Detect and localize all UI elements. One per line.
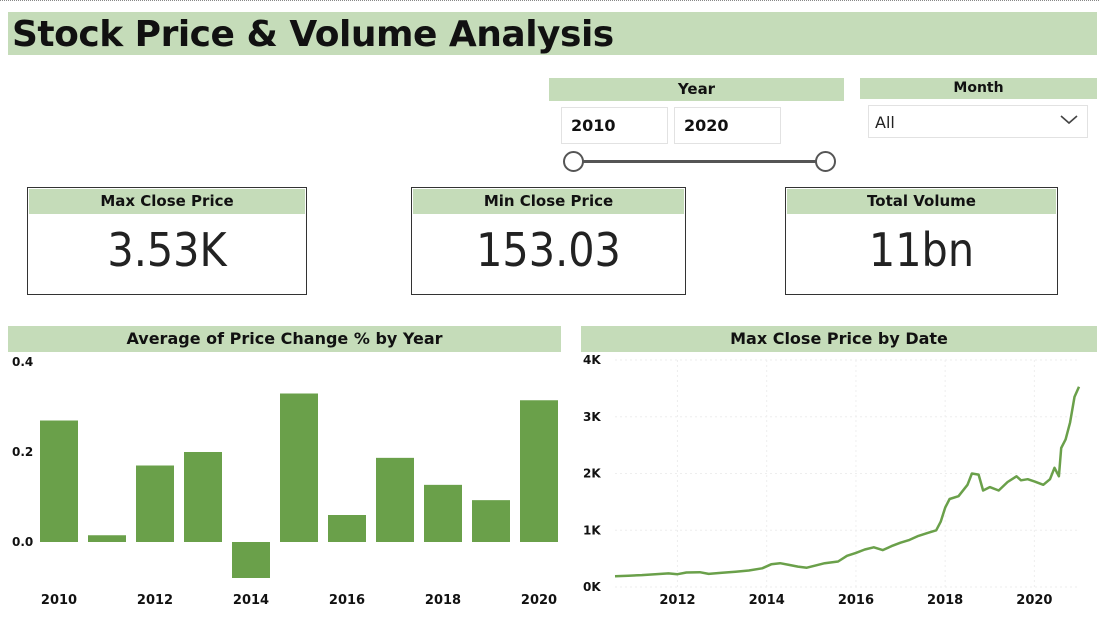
- kpi-card-total-volume: Total Volume 11bn: [785, 187, 1058, 295]
- bar: [328, 515, 366, 542]
- month-dropdown[interactable]: All: [868, 105, 1088, 138]
- y-tick-label: 4K: [583, 353, 601, 367]
- x-tick-label: 2016: [329, 593, 365, 608]
- bar: [88, 535, 126, 542]
- year-filter-label: Year: [549, 78, 844, 101]
- line-chart-title: Max Close Price by Date: [581, 326, 1097, 352]
- kpi-value: 153.03: [476, 223, 621, 277]
- chevron-down-icon[interactable]: [1059, 110, 1079, 130]
- bar: [376, 457, 414, 542]
- year-start-input[interactable]: 2010: [561, 107, 668, 144]
- kpi-label: Min Close Price: [413, 189, 684, 214]
- x-tick-label: 2012: [659, 593, 695, 608]
- x-tick-label: 2016: [838, 593, 874, 608]
- bar: [472, 500, 510, 542]
- x-tick-label: 2014: [233, 593, 269, 608]
- y-tick-label: 3K: [583, 410, 601, 424]
- price-change-bar-chart[interactable]: 0.0 0.2 0.4 2010 2012 2014 2016 2018 2020: [0, 352, 570, 617]
- y-tick-label: 0.4: [12, 355, 33, 369]
- month-dropdown-value: All: [875, 113, 895, 132]
- y-tick-label: 2K: [583, 467, 601, 481]
- x-tick-label: 2020: [521, 593, 557, 608]
- top-border: [0, 0, 1099, 2]
- year-slider-end-handle[interactable]: [815, 151, 836, 172]
- y-tick-label: 0.2: [12, 445, 33, 459]
- year-slider-track[interactable]: [574, 160, 826, 163]
- x-tick-label: 2018: [927, 593, 963, 608]
- x-tick-label: 2010: [41, 593, 77, 608]
- kpi-card-max-close: Max Close Price 3.53K: [27, 187, 307, 295]
- series-line: [614, 386, 1081, 578]
- year-slider-start-handle[interactable]: [563, 151, 584, 172]
- bar: [520, 400, 558, 542]
- y-tick-label: 1K: [583, 523, 601, 537]
- x-tick-label: 2020: [1016, 593, 1052, 608]
- x-tick-label: 2012: [137, 593, 173, 608]
- year-end-input[interactable]: 2020: [674, 107, 781, 144]
- bar: [232, 542, 270, 578]
- bar: [40, 420, 78, 542]
- y-tick-label: 0.0: [12, 535, 33, 549]
- kpi-value: 11bn: [868, 223, 975, 277]
- max-close-line-chart[interactable]: 0K 1K 2K 3K 4K 2012 2014 2016 2018 2020: [575, 352, 1099, 617]
- bar: [184, 452, 222, 542]
- bar: [280, 393, 318, 542]
- title-bar: Stock Price & Volume Analysis: [8, 12, 1097, 55]
- kpi-value: 3.53K: [107, 223, 227, 277]
- kpi-label: Total Volume: [787, 189, 1056, 214]
- page-title: Stock Price & Volume Analysis: [12, 14, 614, 55]
- month-filter-label: Month: [860, 78, 1097, 99]
- bar-chart-title: Average of Price Change % by Year: [8, 326, 561, 352]
- y-tick-label: 0K: [583, 580, 601, 594]
- kpi-label: Max Close Price: [29, 189, 305, 214]
- kpi-card-min-close: Min Close Price 153.03: [411, 187, 686, 295]
- bar: [136, 465, 174, 542]
- x-tick-label: 2014: [749, 593, 785, 608]
- x-tick-label: 2018: [425, 593, 461, 608]
- bar: [424, 484, 462, 542]
